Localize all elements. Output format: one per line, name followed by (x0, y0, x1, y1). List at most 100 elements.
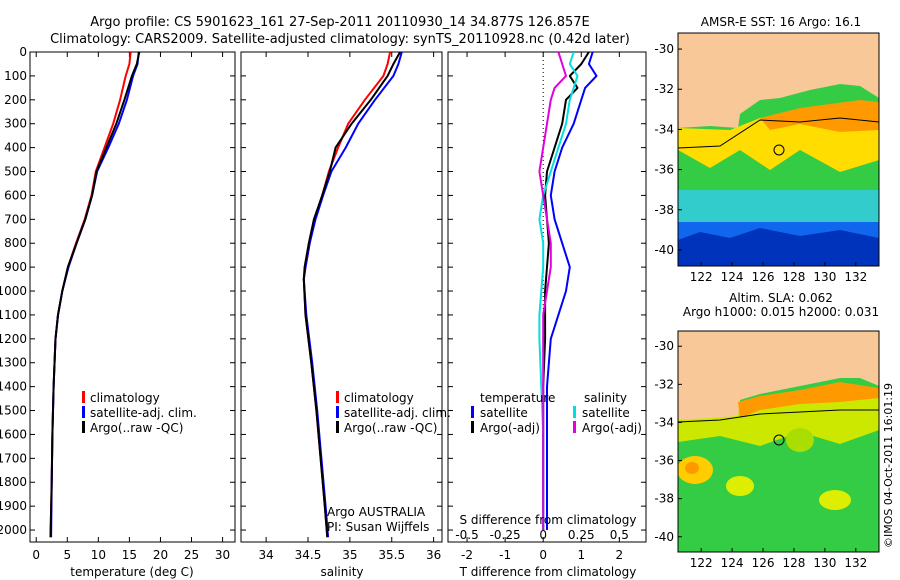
sla-warm-eddy-core (685, 462, 699, 474)
sst-map-lon-tick-label: 124 (721, 270, 744, 284)
legend-label-temp-satellite: satellite (480, 406, 528, 420)
depth-tick-label: 1900 (0, 499, 27, 513)
salinity-xtick-label: 35.5 (378, 548, 405, 562)
sst-map-lat-tick-label: -30 (654, 42, 674, 56)
depth-tick-label: 800 (4, 236, 27, 250)
temperature-axes: 0 5 10 15 20 25 300100200300400500600700800900… (0, 45, 235, 562)
sst-map-axes: 122 124 126 128 130 132 -30 -32 -34 -36 -38 -40 (654, 42, 867, 284)
temperature-xtick-label: 5 (63, 548, 71, 562)
depth-tick-label: 0 (19, 45, 27, 59)
sst-map-lon-tick-label: 126 (752, 270, 775, 284)
temperature-xtick-label: 15 (122, 548, 137, 562)
legend-swatch-sal-argo (573, 421, 576, 433)
difference-salinity-tick-label: -0.25 (490, 528, 521, 542)
sst-map-lat-tick-label: -32 (654, 82, 674, 96)
salinity-xtick-label: 34 (258, 548, 273, 562)
sla-map-lat-tick-label: -38 (654, 492, 674, 506)
difference-series-3 (538, 52, 567, 530)
figure-title-line2: Climatology: CARS2009. Satellite-adjuste… (50, 32, 630, 47)
salinity-series-2 (302, 52, 401, 538)
depth-tick-label: 200 (4, 93, 27, 107)
legend-label-climatology: climatology (90, 391, 160, 405)
sla-map-lon-tick-label: 132 (844, 556, 867, 570)
depth-tick-label: 600 (4, 188, 27, 202)
float-pi-annotation: PI: Susan Wijffels (327, 520, 429, 534)
depth-tick-label: 1500 (0, 404, 27, 418)
sla-map-title: Altim. SLA: 0.062 (729, 291, 833, 305)
depth-tick-label: 1700 (0, 451, 27, 465)
temperature-xtick-label: 20 (153, 548, 168, 562)
depth-tick-label: 1400 (0, 380, 27, 394)
temperature-xtick-label: 0 (32, 548, 40, 562)
difference-xtick-label: -1 (499, 548, 511, 562)
difference-salinity-tick-label: 0 (539, 528, 547, 542)
salinity-axes: 34 34.5 35 35.5 36 (241, 51, 442, 562)
sla-warm-eddy-2 (726, 476, 754, 496)
legend-swatch-temp-argo (471, 421, 474, 433)
salinity-legend: climatology satellite-adj. clim. Argo(..… (336, 391, 451, 435)
difference-xlabel-top: S difference from climatology (460, 513, 637, 527)
temperature-xlabel: temperature (deg C) (70, 565, 193, 579)
salinity-xlabel: salinity (320, 565, 363, 579)
difference-xtick-label: 0 (539, 548, 547, 562)
sst-map-lat-tick-label: -34 (654, 122, 674, 136)
temperature-legend: climatology satellite-adj. clim. Argo(..… (82, 391, 197, 435)
legend-swatch-argo (336, 421, 339, 433)
sst-shelf-contour (678, 117, 879, 149)
difference-legend: temperature salinity satellite Argo(-adj… (471, 391, 642, 435)
depth-tick-label: 1800 (0, 475, 27, 489)
sla-warm-eddy-4 (786, 428, 814, 452)
difference-xtick-label: 1 (577, 548, 585, 562)
sla-map-subtitle: Argo h1000: 0.015 h2000: 0.031 (683, 305, 879, 319)
sst-cold-patch (678, 228, 879, 266)
difference-salinity-tick-label: 0.25 (568, 528, 595, 542)
legend-swatch-argo (82, 421, 85, 433)
sst-map-lat-tick-label: -38 (654, 203, 674, 217)
depth-tick-label: 1300 (0, 356, 27, 370)
sst-map-title: AMSR-E SST: 16 Argo: 16.1 (701, 15, 861, 29)
salinity-series (302, 52, 403, 538)
imos-credit: ©IMOS 04-Oct-2011 16:01:19 (882, 383, 895, 548)
difference-salinity-tick-label: 0.5 (610, 528, 629, 542)
legend-swatch-climatology (336, 391, 339, 403)
sst-map-lat-tick-label: -36 (654, 163, 674, 177)
sla-warm-eddy-3 (819, 490, 851, 510)
sla-map-lon-tick-label: 128 (783, 556, 806, 570)
sla-map-lon-tick-label: 122 (690, 556, 713, 570)
difference-xtick-label: -2 (461, 548, 473, 562)
sst-map-lon-tick-label: 130 (813, 270, 836, 284)
legend-label-argo: Argo(..raw -QC) (90, 421, 183, 435)
depth-tick-label: 500 (4, 165, 27, 179)
sla-map-lat-tick-label: -34 (654, 415, 674, 429)
difference-xlabel: T difference from climatology (459, 565, 637, 579)
legend-swatch-temp-satellite (471, 406, 474, 418)
depth-tick-label: 1000 (0, 284, 27, 298)
sst-map-frame (677, 32, 880, 267)
temperature-panel-frame (29, 51, 236, 543)
sla-map-lat-tick-label: -32 (654, 377, 674, 391)
legend-label-temp-argo: Argo(-adj) (480, 421, 540, 435)
sst-argo-position-marker (773, 144, 785, 156)
sla-map-axes: 122 124 126 128 130 132 -30 -32 -34 -36 -38 -40 (654, 339, 867, 570)
difference-salinity-tick-label: -0.5 (455, 528, 478, 542)
sla-map-frame (677, 330, 880, 553)
sst-map-lon-tick-label: 122 (690, 270, 713, 284)
depth-tick-label: 700 (4, 212, 27, 226)
legend-swatch-satellite (336, 406, 339, 418)
depth-tick-label: 400 (4, 141, 27, 155)
legend-label-argo: Argo(..raw -QC) (344, 421, 437, 435)
legend-swatch-climatology (82, 391, 85, 403)
sla-argo-position-marker (773, 434, 785, 446)
difference-series-0 (546, 52, 598, 530)
legend-label-sal-satellite: satellite (582, 406, 630, 420)
sla-map-lat-tick-label: -30 (654, 339, 674, 353)
sla-map (678, 331, 879, 552)
float-country-annotation: Argo AUSTRALIA (327, 505, 426, 519)
legend-label-satellite: satellite-adj. clim. (344, 406, 451, 420)
sla-map-lat-tick-label: -40 (654, 530, 674, 544)
difference-xtick-label: 2 (616, 548, 624, 562)
sst-map (678, 33, 879, 266)
depth-tick-label: 900 (4, 260, 27, 274)
difference-series-2 (538, 52, 579, 530)
